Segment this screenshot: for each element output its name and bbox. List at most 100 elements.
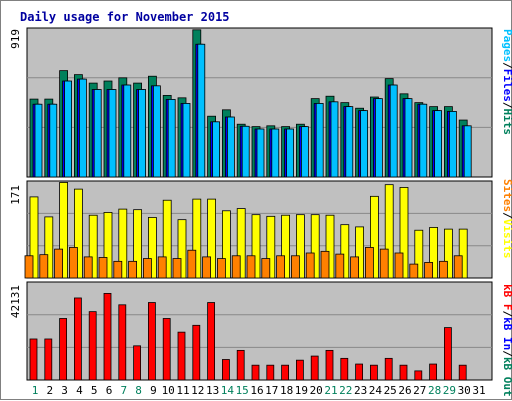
bar-pages-day-20 (315, 103, 324, 178)
bar-visits-day-6 (103, 212, 113, 279)
day-label-26: 26 (398, 384, 411, 397)
bar-visits-day-26 (399, 187, 409, 279)
bar-pages-day-23 (360, 110, 369, 178)
day-label-9: 9 (150, 384, 157, 397)
bar-sites-day-5 (83, 256, 93, 279)
bar-pages-day-16 (256, 128, 265, 178)
bar-pages-day-29 (448, 111, 457, 178)
day-label-3: 3 (61, 384, 68, 397)
bar-sites-day-18 (276, 255, 286, 279)
bar-visits-day-2 (44, 216, 54, 279)
top-legend: Pages/Files/Hits (501, 29, 512, 135)
bar-pages-day-2 (49, 103, 58, 178)
bar-kb-f-day-30 (458, 364, 467, 381)
bar-sites-day-4 (69, 247, 78, 279)
bar-pages-day-6 (108, 89, 117, 178)
bar-sites-day-6 (98, 257, 108, 279)
legend-part: Files (501, 69, 512, 102)
day-label-18: 18 (280, 384, 293, 397)
day-label-25: 25 (384, 384, 397, 397)
top-ylabel: 919 (9, 29, 22, 49)
bar-visits-day-17 (266, 215, 276, 279)
bar-kb-f-day-14 (221, 359, 230, 381)
bar-kb-f-day-7 (118, 304, 127, 381)
day-label-6: 6 (106, 384, 113, 397)
bar-sites-day-12 (187, 249, 197, 279)
panel-background (26, 281, 493, 381)
bar-visits-day-22 (340, 224, 350, 279)
day-label-1: 1 (32, 384, 39, 397)
bar-pages-day-3 (64, 80, 72, 178)
bar-pages-day-15 (241, 125, 250, 178)
day-label-27: 27 (413, 384, 426, 397)
bar-visits-day-21 (325, 214, 335, 279)
bar-kb-f-day-16 (251, 364, 260, 381)
bar-sites-day-26 (394, 252, 404, 279)
legend-part: kB F (501, 284, 512, 311)
bar-kb-f-day-13 (207, 302, 216, 381)
day-label-21: 21 (324, 384, 337, 397)
bar-visits-day-24 (369, 195, 379, 279)
bar-kb-f-day-20 (310, 355, 319, 381)
bar-kb-f-day-11 (177, 331, 186, 381)
bar-sites-day-23 (350, 256, 360, 279)
bar-pages-day-9 (152, 85, 161, 178)
bar-kb-f-day-8 (133, 345, 142, 381)
bar-visits-day-1 (29, 196, 39, 279)
day-label-20: 20 (310, 384, 323, 397)
bar-kb-f-day-26 (399, 364, 408, 381)
bot-legend: kB F/kB In/kB Out (501, 284, 512, 397)
day-label-19: 19 (295, 384, 308, 397)
bar-kb-f-day-27 (414, 370, 423, 381)
bar-visits-day-15 (236, 208, 246, 279)
visits-sites-panel (24, 180, 493, 279)
bar-visits-day-30 (458, 228, 468, 279)
day-label-13: 13 (206, 384, 219, 397)
bar-sites-day-14 (216, 258, 226, 279)
bar-sites-day-29 (438, 260, 448, 279)
bar-visits-day-16 (251, 214, 261, 279)
day-label-17: 17 (265, 384, 278, 397)
bar-kb-f-day-23 (355, 363, 364, 381)
bar-kb-f-day-9 (147, 302, 156, 381)
bar-sites-day-24 (364, 247, 374, 279)
bar-sites-day-25 (379, 248, 389, 279)
day-label-11: 11 (176, 384, 189, 397)
day-label-29: 29 (443, 384, 456, 397)
bar-visits-day-27 (414, 229, 424, 279)
bar-visits-day-23 (355, 226, 365, 279)
day-label-23: 23 (354, 384, 367, 397)
bar-pages-day-5 (93, 89, 102, 178)
day-label-7: 7 (120, 384, 127, 397)
legend-part: / (501, 62, 512, 69)
bar-sites-day-27 (409, 263, 419, 279)
hits-files-pages-panel (26, 27, 493, 178)
bar-pages-day-19 (300, 126, 309, 178)
bar-sites-day-16 (246, 255, 256, 279)
bar-visits-day-12 (192, 198, 202, 279)
bar-pages-day-25 (389, 84, 398, 178)
bar-visits-day-9 (147, 217, 157, 279)
bar-sites-day-7 (113, 260, 123, 279)
bar-visits-day-11 (177, 219, 187, 279)
bar-sites-day-9 (142, 258, 152, 279)
day-label-31: 31 (472, 384, 485, 397)
bar-sites-day-19 (290, 255, 300, 279)
legend-part: Pages (501, 29, 512, 62)
bar-kb-f-day-12 (192, 324, 201, 381)
bar-pages-day-22 (345, 106, 354, 178)
bar-sites-day-28 (424, 262, 434, 279)
bar-visits-day-20 (310, 214, 320, 279)
bar-kb-f-day-19 (295, 359, 304, 381)
legend-part: Hits (501, 109, 512, 136)
bar-visits-day-18 (281, 214, 291, 279)
bar-sites-day-15 (231, 255, 241, 279)
bar-visits-day-4 (74, 188, 83, 279)
bar-sites-day-21 (320, 250, 330, 279)
bar-kb-f-day-3 (59, 318, 67, 381)
bar-kb-f-day-6 (103, 293, 112, 381)
day-label-30: 30 (458, 384, 471, 397)
legend-part: / (501, 212, 512, 219)
legend-part: kB Out (501, 357, 512, 397)
